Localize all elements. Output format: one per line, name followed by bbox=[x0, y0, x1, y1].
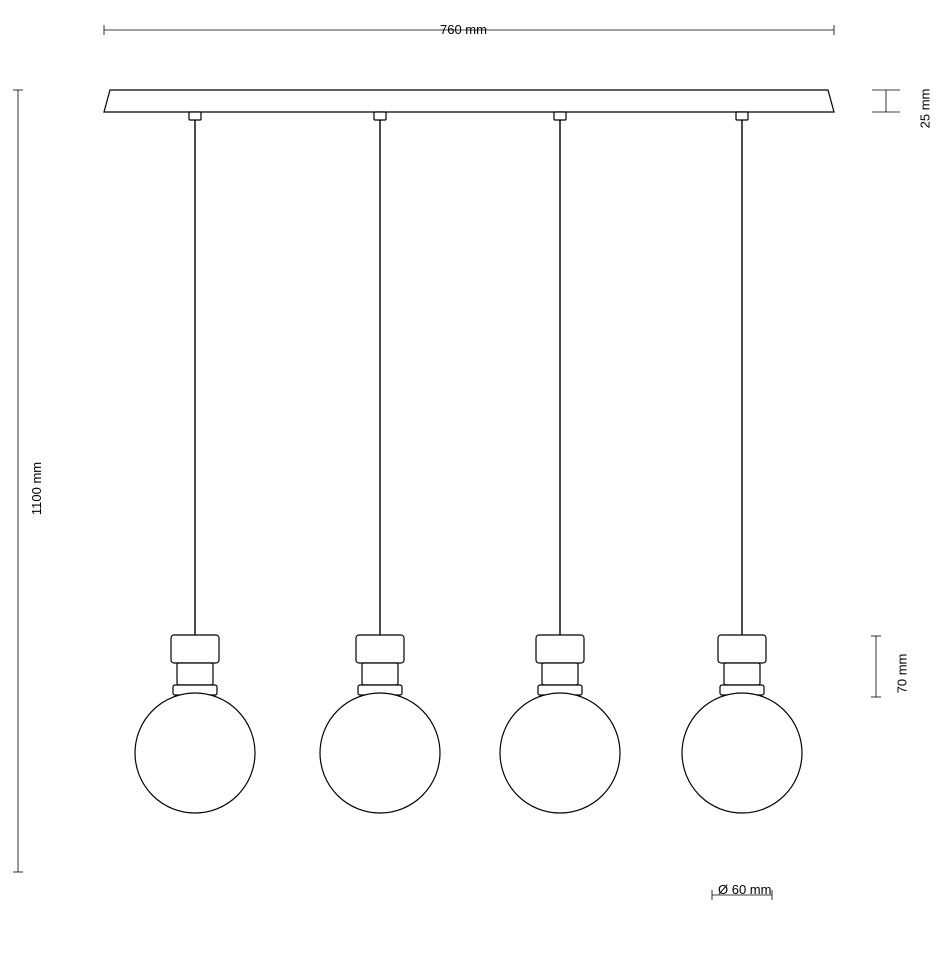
dim-label-bulb-diameter: Ø 60 mm bbox=[718, 882, 771, 897]
dim-label-top-width: 760 mm bbox=[440, 22, 487, 37]
diagram-canvas: 760 mm 1100 mm 25 mm 70 mm Ø 60 mm bbox=[0, 0, 943, 960]
dim-label-socket-height: 70 mm bbox=[894, 654, 909, 694]
dim-label-left-height: 1100 mm bbox=[29, 462, 44, 515]
technical-drawing bbox=[0, 0, 943, 960]
dim-label-bar-height: 25 mm bbox=[917, 89, 932, 129]
